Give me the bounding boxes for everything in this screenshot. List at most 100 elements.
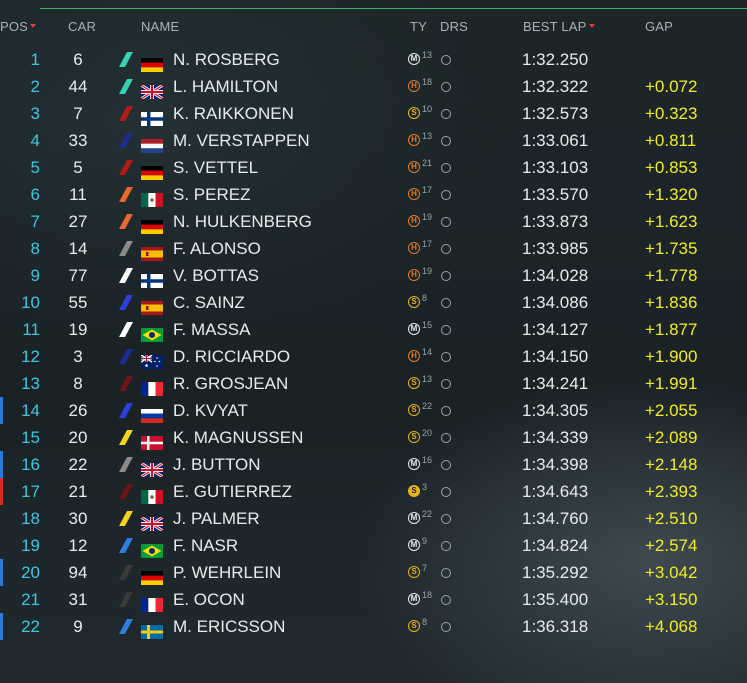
- team-color-stripe: [119, 511, 133, 526]
- russia-flag-icon: [141, 404, 163, 423]
- column-header-best-lap[interactable]: BEST LAP: [523, 18, 595, 36]
- gap-cell: +1.778: [645, 266, 698, 285]
- driver-name-cell: J. PALMER: [173, 509, 260, 528]
- position-cell: 6: [30, 185, 40, 204]
- column-header-pos[interactable]: POS: [0, 18, 37, 36]
- driver-name-cell: R. GROSJEAN: [173, 374, 289, 393]
- drs-indicator-icon: [441, 136, 451, 146]
- best-lap-cell: 1:34.398: [522, 455, 589, 474]
- tyre-laps-count: 13: [422, 374, 433, 384]
- tyre-compound-icon: M: [408, 512, 420, 524]
- car-number-cell: 20: [68, 428, 88, 447]
- table-row[interactable]: 7 27 N. HULKENBERG H 19 1:33.873 +1.623: [0, 208, 747, 235]
- table-row[interactable]: 22 9 M. ERICSSON S 8 1:36.318 +4.068: [0, 613, 747, 640]
- drs-indicator-icon: [441, 568, 451, 578]
- table-row[interactable]: 11 19 F. MASSA M 15 1:34.127 +1.877: [0, 316, 747, 343]
- table-row[interactable]: 12 3 D. RICCIARDO H 14 1:34.150 +1.900: [0, 343, 747, 370]
- team-color-stripe: [119, 376, 133, 391]
- best-lap-cell: 1:33.570: [522, 185, 589, 204]
- table-row[interactable]: 20 94 P. WEHRLEIN S 7 1:35.292 +3.042: [0, 559, 747, 586]
- table-row[interactable]: 6 11 S. PEREZ H 17 1:33.570 +1.320: [0, 181, 747, 208]
- tyre-compound-icon: M: [408, 593, 420, 605]
- table-row[interactable]: 4 33 M. VERSTAPPEN H 13 1:33.061 +0.811: [0, 127, 747, 154]
- mexico-flag-icon: [141, 188, 163, 207]
- column-header-drs[interactable]: DRS: [440, 19, 469, 34]
- team-color-stripe: [119, 619, 133, 634]
- drs-indicator-icon: [441, 595, 451, 605]
- column-header-pos-label: POS: [0, 19, 29, 34]
- car-number-cell: 30: [68, 509, 88, 528]
- timing-table-body: 1 6 N. ROSBERG M 13 1:32.250 2 44 L. HAMILTON H 18…: [0, 46, 747, 640]
- position-cell: 15: [21, 428, 40, 447]
- tyre-compound-icon: S: [408, 431, 420, 443]
- best-lap-cell: 1:34.760: [522, 509, 589, 528]
- tyre-compound-icon: S: [408, 566, 420, 578]
- team-color-stripe: [119, 52, 133, 67]
- driver-name-cell: S. PEREZ: [173, 185, 251, 204]
- best-lap-cell: 1:36.318: [522, 617, 589, 636]
- table-row[interactable]: 16 22 J. BUTTON M 16 1:34.398 +2.148: [0, 451, 747, 479]
- tyre-compound-icon: S: [408, 107, 420, 119]
- best-lap-cell: 1:34.028: [522, 266, 589, 285]
- car-number-cell: 9: [73, 617, 83, 636]
- table-row[interactable]: 1 6 N. ROSBERG M 13 1:32.250: [0, 46, 747, 73]
- table-row[interactable]: 10 55 C. SAINZ S 8 1:34.086 +1.836: [0, 289, 747, 316]
- table-row[interactable]: 5 5 S. VETTEL H 21 1:33.103 +0.853: [0, 154, 747, 181]
- gap-cell: +1.735: [645, 239, 698, 258]
- tyre-laps-count: 13: [422, 50, 433, 60]
- table-row[interactable]: 3 7 K. RAIKKONEN S 10 1:32.573 +0.323: [0, 100, 747, 127]
- car-number-cell: 55: [68, 293, 88, 312]
- column-header-name[interactable]: NAME: [141, 19, 180, 34]
- table-row[interactable]: 19 12 F. NASR M 9 1:34.824 +2.574: [0, 532, 747, 559]
- car-number-cell: 31: [68, 590, 88, 609]
- tyre-laps-count: 14: [422, 347, 433, 357]
- column-header-ty[interactable]: TY: [410, 19, 428, 34]
- driver-name-cell: S. VETTEL: [173, 158, 259, 177]
- table-row[interactable]: 15 20 K. MAGNUSSEN S 20 1:34.339 +2.089: [0, 424, 747, 451]
- tyre-compound-icon: S: [408, 377, 420, 389]
- best-lap-cell: 1:34.127: [522, 320, 589, 339]
- table-row[interactable]: 2 44 L. HAMILTON H 18 1:32.322 +0.072: [0, 73, 747, 101]
- best-lap-cell: 1:32.250: [522, 50, 589, 69]
- table-row[interactable]: 8 14 F. ALONSO H 17 1:33.985 +1.735: [0, 235, 747, 262]
- car-number-cell: 26: [68, 401, 88, 420]
- tyre-compound-icon: S: [408, 620, 420, 632]
- drs-indicator-icon: [441, 325, 451, 335]
- position-cell: 3: [30, 104, 40, 123]
- table-row[interactable]: 9 77 V. BOTTAS H 19 1:34.028 +1.778: [0, 262, 747, 289]
- table-row[interactable]: 18 30 J. PALMER M 22 1:34.760 +2.510: [0, 505, 747, 533]
- position-cell: 13: [21, 374, 40, 393]
- column-header-best-lap-label: BEST LAP: [523, 19, 587, 34]
- team-color-stripe: [119, 160, 133, 175]
- team-color-stripe: [119, 592, 133, 607]
- germany-flag-icon: [141, 53, 163, 72]
- team-color-stripe: [119, 268, 133, 283]
- drs-indicator-icon: [441, 514, 451, 524]
- best-lap-cell: 1:32.322: [522, 77, 589, 96]
- gap-cell: +2.089: [645, 428, 698, 447]
- tyre-compound-icon: M: [408, 53, 420, 65]
- driver-name-cell: L. HAMILTON: [173, 77, 279, 96]
- best-lap-cell: 1:32.573: [522, 104, 589, 123]
- tyre-compound-icon: H: [408, 269, 420, 281]
- position-cell: 22: [21, 617, 40, 636]
- column-header-car[interactable]: CAR: [68, 19, 97, 34]
- germany-flag-icon: [141, 161, 163, 180]
- gap-cell: +4.068: [645, 617, 698, 636]
- best-lap-cell: 1:34.824: [522, 536, 589, 555]
- car-number-cell: 12: [68, 536, 88, 555]
- table-row[interactable]: 13 8 R. GROSJEAN S 13 1:34.241 +1.991: [0, 370, 747, 397]
- column-header-gap[interactable]: GAP: [645, 19, 674, 34]
- australia-flag-icon: [140, 350, 163, 369]
- finland-flag-icon: [141, 269, 163, 288]
- tyre-laps-count: 17: [422, 239, 433, 249]
- team-color-stripe: [119, 187, 133, 202]
- table-row[interactable]: 17 21 E. GUTIERREZ S 3 1:34.643 +2.393: [0, 478, 747, 505]
- sweden-flag-icon: [141, 620, 163, 639]
- gap-cell: +1.836: [645, 293, 698, 312]
- drs-indicator-icon: [441, 163, 451, 173]
- table-row[interactable]: 14 26 D. KVYAT S 22 1:34.305 +2.055: [0, 397, 747, 424]
- row-indicator-bar: [0, 451, 3, 478]
- row-indicator-bar: [0, 397, 3, 424]
- table-row[interactable]: 21 31 E. OCON M 18 1:35.400 +3.150: [0, 586, 747, 613]
